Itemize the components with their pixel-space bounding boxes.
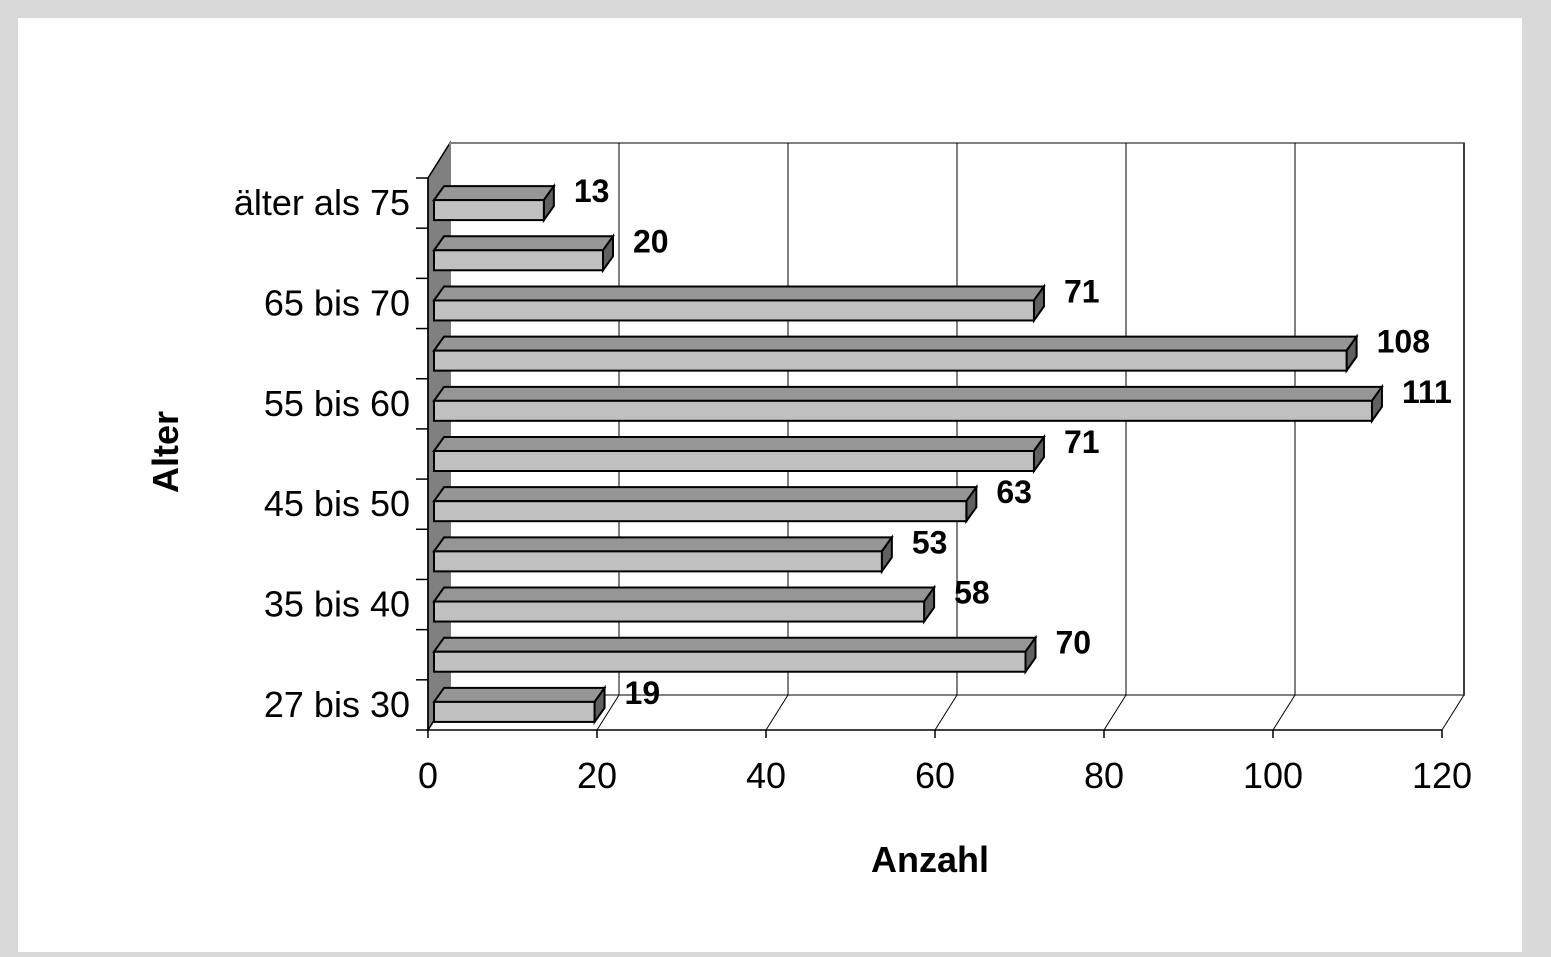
data-label: 71 xyxy=(1064,424,1100,460)
data-label: 19 xyxy=(625,675,661,711)
bar xyxy=(432,433,1046,475)
bar-front-face xyxy=(433,700,596,723)
bar-front-face xyxy=(433,299,1035,322)
y-tick-label: 45 bis 50 xyxy=(264,483,410,524)
bar-front-face xyxy=(433,249,604,272)
y-tick-label: 35 bis 40 xyxy=(264,584,410,625)
bar xyxy=(432,634,1038,675)
bar-top-face xyxy=(432,436,1046,452)
bar-front-face xyxy=(433,199,545,222)
bar xyxy=(432,182,556,224)
bar-front-face xyxy=(433,450,1035,472)
x-tick-label: 120 xyxy=(1412,755,1472,796)
bar-top-face xyxy=(432,235,615,252)
bar-top-face xyxy=(432,586,937,603)
bar xyxy=(432,534,894,575)
bar xyxy=(432,484,979,525)
floor-line xyxy=(934,694,958,731)
bar-top-face xyxy=(432,686,607,703)
y-tick-label: älter als 75 xyxy=(234,182,410,223)
bar-front-face xyxy=(433,650,1027,673)
y-tick-label: 27 bis 30 xyxy=(264,684,410,725)
y-tick-label: 65 bis 70 xyxy=(264,282,410,323)
x-axis: 0 20 40 60 80 100 120 xyxy=(418,729,1472,796)
bar-top-face xyxy=(432,486,979,503)
bar xyxy=(432,383,1384,424)
data-label: 20 xyxy=(633,223,669,259)
bar xyxy=(432,283,1046,324)
x-tick-label: 60 xyxy=(915,755,955,796)
bar-front-face xyxy=(433,399,1373,422)
bar-top-face xyxy=(432,185,556,202)
floor-line xyxy=(765,694,789,731)
bar xyxy=(432,333,1359,374)
x-tick-label: 20 xyxy=(577,755,617,796)
bar-front-face xyxy=(433,550,883,573)
x-axis-title: Anzahl xyxy=(871,839,989,880)
floor-line xyxy=(1272,694,1296,731)
data-label: 58 xyxy=(954,575,990,611)
x-tick-label: 100 xyxy=(1243,755,1303,796)
data-label: 13 xyxy=(574,173,610,209)
y-axis: 27 bis 30 35 bis 40 45 bis 50 55 bis 60 65 b… xyxy=(234,177,429,731)
x-tick-label: 80 xyxy=(1084,755,1124,796)
bar xyxy=(432,233,615,274)
bar-front-face xyxy=(433,349,1348,372)
bar-front-face xyxy=(433,600,926,623)
bar-top-face xyxy=(432,536,894,553)
bar-top-face xyxy=(432,385,1384,402)
bars xyxy=(432,182,1384,726)
x-tick-label: 40 xyxy=(746,755,786,796)
bar xyxy=(432,684,607,726)
bar-top-face xyxy=(432,335,1359,352)
bar-top-face xyxy=(432,636,1038,653)
x-tick-label: 0 xyxy=(418,755,438,796)
floor-line xyxy=(1441,694,1465,731)
bar xyxy=(432,584,937,625)
floor-line xyxy=(1103,694,1127,731)
data-label: 108 xyxy=(1377,324,1430,360)
y-axis-title: Alter xyxy=(145,411,186,493)
data-label: 70 xyxy=(1056,625,1092,661)
data-label: 53 xyxy=(912,524,948,560)
y-tick-label: 55 bis 60 xyxy=(264,383,410,424)
data-label: 63 xyxy=(996,474,1032,510)
bar-top-face xyxy=(432,285,1046,302)
data-label: 71 xyxy=(1064,273,1100,309)
bar-front-face xyxy=(433,500,968,523)
data-label: 111 xyxy=(1402,374,1452,410)
floor-line xyxy=(596,694,620,731)
